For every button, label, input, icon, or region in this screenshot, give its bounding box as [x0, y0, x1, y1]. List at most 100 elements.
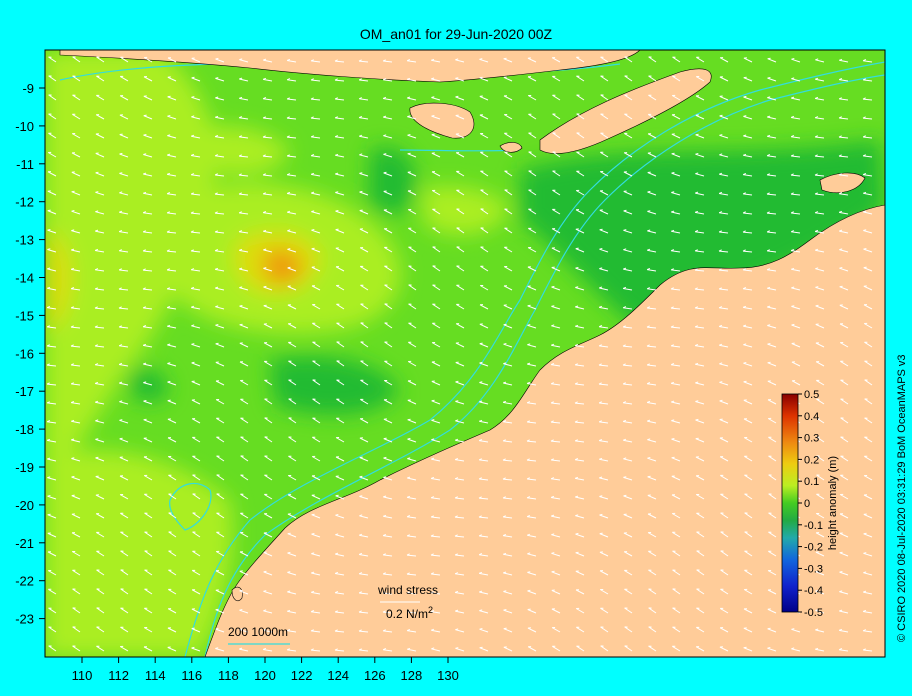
wind-arrow: [647, 513, 657, 519]
colorbar-tick-label: 0.4: [804, 411, 819, 423]
wind-arrow: [479, 58, 489, 63]
y-tick-label: -12: [15, 195, 34, 210]
wind-arrow: [95, 133, 105, 139]
wind-arrow: [360, 322, 369, 329]
wind-arrow: [766, 173, 777, 177]
wind-arrow: [528, 208, 537, 215]
wind-arrow: [816, 493, 825, 500]
wind-arrow: [144, 607, 153, 614]
wind-arrow: [288, 436, 297, 443]
wind-arrow: [526, 477, 537, 481]
wind-arrow: [815, 628, 825, 633]
wind-arrow: [384, 360, 393, 367]
wind-arrow: [191, 589, 201, 595]
wind-arrow: [215, 608, 225, 614]
wind-arrow: [95, 419, 105, 424]
wind-arrow: [720, 531, 729, 538]
wind-arrow: [720, 512, 729, 519]
wind-arrow: [70, 382, 81, 386]
wind-arrow: [478, 571, 489, 576]
wind-arrow: [623, 190, 633, 196]
wind-arrow: [454, 553, 465, 557]
wind-arrow: [263, 323, 273, 329]
wind-arrow: [72, 94, 81, 101]
wind-arrow: [144, 550, 153, 557]
wind-arrow: [214, 230, 225, 234]
small-island-a: [499, 142, 523, 153]
wind-arrow: [46, 401, 57, 405]
wind-arrow: [527, 324, 537, 329]
wind-arrow: [599, 476, 609, 481]
wind-arrow: [407, 476, 417, 481]
wind-arrow: [599, 551, 609, 557]
wind-arrow: [48, 132, 57, 139]
wind-arrow: [768, 455, 777, 462]
wind-arrow: [312, 341, 321, 348]
wind-arrow: [311, 210, 321, 215]
wind-arrow: [190, 268, 201, 272]
wind-arrow: [742, 249, 753, 253]
wind-arrow: [167, 627, 177, 633]
wind-arrow: [622, 401, 633, 405]
wind-arrow: [646, 400, 657, 405]
wind-arrow: [839, 229, 849, 234]
wind-arrow: [743, 115, 753, 120]
wind-arrow: [143, 153, 153, 158]
wind-arrow: [431, 189, 441, 196]
wind-arrow: [503, 590, 513, 595]
wind-arrow: [358, 629, 369, 633]
wind-arrow: [167, 153, 177, 158]
wind-arrow: [263, 360, 273, 367]
wind-arrow: [455, 58, 465, 63]
wind-arrow: [119, 114, 129, 120]
wind-arrow: [552, 645, 561, 652]
wind-arrow: [480, 151, 489, 158]
wind-arrow: [216, 493, 225, 500]
wind-arrow: [695, 475, 705, 481]
wind-arrow: [311, 247, 321, 253]
wind-arrow: [695, 381, 705, 386]
wind-arrow: [96, 569, 105, 576]
wind-arrow: [575, 324, 585, 329]
wind-arrow: [118, 230, 129, 234]
y-tick-label: -16: [15, 346, 34, 361]
wind-arrow: [214, 211, 225, 215]
wind-arrow: [551, 247, 561, 253]
wind-arrow: [456, 170, 465, 177]
wind-arrow: [791, 361, 801, 367]
wind-arrow: [768, 550, 777, 557]
wind-arrow: [526, 381, 537, 386]
wind-arrow: [238, 192, 249, 196]
wind-arrow: [767, 115, 777, 120]
wind-arrow: [526, 496, 537, 500]
wind-arrow: [144, 569, 153, 576]
wind-arrow: [430, 572, 441, 576]
wind-arrow: [672, 607, 681, 614]
wind-arrow: [743, 95, 753, 101]
neg-anomaly-northeast: [520, 140, 885, 330]
wind-arrow: [95, 475, 105, 481]
wind-arrow: [118, 325, 129, 329]
wind-arrow: [383, 153, 393, 158]
wind-arrow: [551, 343, 561, 348]
wind-arrow: [192, 531, 201, 538]
wind-arrow: [838, 154, 849, 158]
map-area: 200 1000m wind stress 0.2 N/m2: [45, 50, 885, 657]
wind-arrow: [120, 588, 129, 595]
colorbar-tick-label: 0: [804, 498, 810, 510]
wind-arrow: [503, 76, 513, 82]
wind-arrow: [672, 550, 681, 557]
wind-arrow: [575, 607, 585, 614]
wind-arrow: [311, 304, 321, 310]
wind-arrow: [720, 550, 729, 557]
wind-arrow: [767, 286, 777, 291]
wind-arrow: [336, 322, 345, 329]
wind-arrow: [576, 94, 585, 101]
wind-arrow: [670, 306, 681, 310]
colorbar-tick-label: 0.1: [804, 476, 819, 488]
wind-arrow: [408, 341, 417, 348]
wind-arrow: [648, 569, 657, 576]
wind-arrow: [455, 628, 465, 633]
wind-arrow: [358, 591, 369, 595]
wind-arrow: [407, 96, 417, 101]
